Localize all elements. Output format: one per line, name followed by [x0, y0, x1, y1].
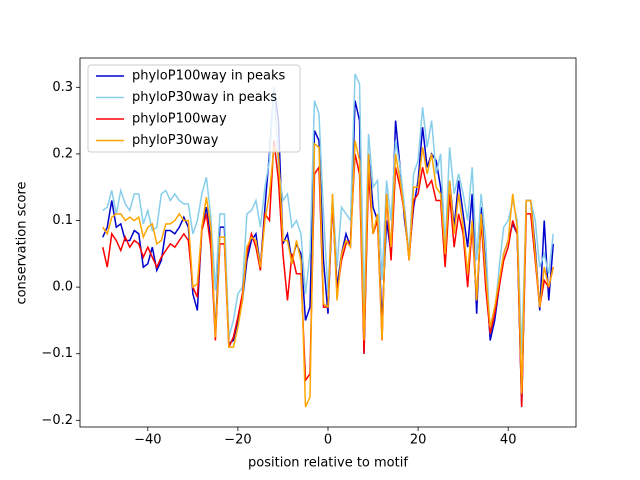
y-tick-label: −0.1: [41, 346, 73, 361]
legend-label: phyloP100way in peaks: [132, 69, 286, 84]
y-tick-label: 0.1: [52, 213, 73, 228]
x-tick-label: −20: [224, 433, 251, 448]
y-axis-label: conservation score: [15, 181, 30, 304]
legend-label: phyloP30way in peaks: [132, 90, 277, 105]
line-series: [102, 140, 554, 408]
legend: [87, 64, 301, 153]
x-tick-label: 40: [500, 433, 517, 448]
y-tick-label: 0.2: [52, 146, 73, 161]
y-tick-label: 0.3: [52, 80, 73, 95]
y-tick-label: 0.0: [52, 280, 73, 295]
y-tick-label: −0.2: [41, 413, 73, 428]
x-tick-label: 20: [410, 433, 427, 448]
legend-label: phyloP30way: [132, 133, 219, 148]
x-axis-label: position relative to motif: [248, 456, 408, 471]
plot-frame: [79, 57, 577, 428]
x-tick-label: −40: [134, 433, 161, 448]
x-tick-label: 0: [324, 433, 332, 448]
legend-label: phyloP100way: [132, 112, 227, 127]
